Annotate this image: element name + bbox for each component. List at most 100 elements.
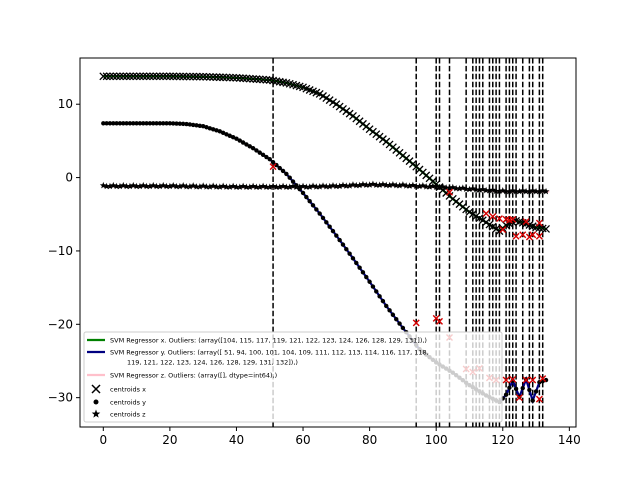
- centroid-y-marker: [384, 303, 389, 309]
- centroid-y-marker: [220, 130, 226, 136]
- centroid-z-marker: [519, 187, 527, 194]
- centroid-y-marker: [400, 325, 406, 331]
- centroid-z-marker: [336, 182, 344, 190]
- centroid-y-marker: [177, 121, 183, 126]
- centroid-z-marker: [466, 185, 473, 193]
- centroid-y-marker: [127, 121, 133, 126]
- legend-box: [83, 331, 503, 423]
- centroid-z-marker: [189, 182, 197, 189]
- centroid-y-marker: [270, 159, 276, 165]
- centroid-z-marker: [163, 182, 170, 190]
- centroid-x-marker: [149, 72, 158, 81]
- centroid-y-marker: [310, 203, 316, 208]
- centroid-y-marker: [121, 121, 126, 126]
- centroid-y-marker: [227, 133, 232, 138]
- centroid-y-marker: [513, 386, 519, 392]
- centroid-z-marker: [442, 184, 450, 191]
- centroid-z-marker: [146, 182, 154, 190]
- centroid-y-marker: [101, 121, 106, 126]
- centroid-x-marker: [259, 75, 268, 84]
- centroid-x-marker: [209, 73, 218, 81]
- centroid-y-marker: [360, 270, 366, 275]
- centroid-z-marker: [429, 182, 437, 189]
- centroid-x-marker: [119, 72, 128, 81]
- centroid-z-marker: [169, 181, 177, 189]
- legend-marker-dot: [93, 399, 99, 405]
- centroid-x-marker: [235, 74, 244, 82]
- outlier-marker: [535, 219, 543, 227]
- centroid-z-marker: [419, 182, 427, 189]
- centroid-z-marker: [482, 186, 490, 194]
- axes-frame: [79, 57, 577, 428]
- centroid-z-marker: [272, 183, 280, 191]
- legend-entry: centroids z: [110, 410, 146, 418]
- centroid-z-marker: [456, 185, 463, 192]
- centroid-y-marker: [161, 121, 166, 126]
- centroid-x-marker: [132, 72, 141, 81]
- centroid-x-marker: [172, 72, 181, 81]
- centroid-y-marker: [174, 121, 179, 126]
- centroid-z-marker: [246, 183, 254, 191]
- centroid-z-marker: [432, 183, 440, 191]
- centroid-z-marker: [119, 181, 127, 189]
- centroid-x-marker: [202, 72, 211, 81]
- centroid-x-marker: [152, 72, 161, 81]
- centroid-z-marker: [116, 182, 124, 190]
- y-tick-label: 0: [65, 171, 73, 185]
- centroid-z-marker: [399, 181, 407, 188]
- centroid-z-marker: [446, 184, 453, 191]
- centroid-y-marker: [180, 121, 186, 127]
- outlier-marker: [436, 317, 444, 325]
- centroid-z-marker: [99, 181, 107, 189]
- centroid-z-marker: [279, 182, 287, 190]
- centroid-x-marker: [165, 72, 174, 81]
- centroid-x-marker: [109, 72, 118, 81]
- centroid-z-marker: [233, 183, 240, 191]
- centroid-x-marker: [205, 72, 214, 81]
- centroid-y-marker: [300, 190, 306, 196]
- centroid-y-marker: [194, 123, 199, 128]
- centroid-x-marker: [185, 72, 194, 81]
- centroid-z-marker: [356, 181, 364, 189]
- centroid-z-marker: [509, 187, 517, 194]
- centroid-z-marker: [256, 183, 264, 191]
- centroid-z-marker: [166, 182, 174, 190]
- centroid-x-marker: [175, 72, 184, 81]
- centroid-y-marker: [260, 152, 266, 158]
- centroid-z-marker: [239, 182, 247, 190]
- legend-entry: centroids x: [110, 385, 146, 393]
- centroid-x-marker: [182, 72, 191, 81]
- centroid-y-marker: [337, 237, 342, 243]
- centroid-y-marker: [307, 198, 312, 204]
- x-tick-label: 80: [362, 433, 377, 447]
- centroid-z-marker: [515, 187, 523, 195]
- centroid-y-marker: [357, 265, 362, 270]
- centroid-x-marker: [139, 72, 148, 81]
- centroid-z-marker: [422, 183, 430, 190]
- centroid-z-marker: [199, 182, 207, 189]
- x-tick-label: 100: [425, 433, 448, 447]
- centroid-x-marker: [102, 72, 111, 81]
- centroid-z-marker: [416, 182, 423, 190]
- outlier-marker: [499, 226, 507, 234]
- centroid-y-marker: [250, 146, 256, 151]
- centroid-z-marker: [476, 186, 483, 193]
- centroid-z-marker: [269, 182, 277, 190]
- centroid-x-marker: [229, 73, 238, 82]
- centroid-z-marker: [226, 183, 234, 190]
- centroid-z-marker: [126, 182, 134, 190]
- centroid-z-marker: [173, 182, 180, 190]
- outlier-marker: [535, 232, 543, 240]
- centroid-x-marker: [542, 224, 550, 233]
- centroid-z-marker: [136, 182, 144, 190]
- centroid-z-marker: [535, 187, 543, 195]
- centroid-y-marker: [157, 121, 163, 126]
- centroid-z-marker: [262, 183, 270, 191]
- centroid-z-marker: [243, 183, 250, 191]
- centroid-z-marker: [312, 183, 320, 190]
- centroid-y-marker: [277, 165, 282, 171]
- centroid-z-marker: [486, 187, 493, 194]
- centroid-z-marker: [525, 187, 533, 195]
- centroid-y-marker: [204, 125, 209, 130]
